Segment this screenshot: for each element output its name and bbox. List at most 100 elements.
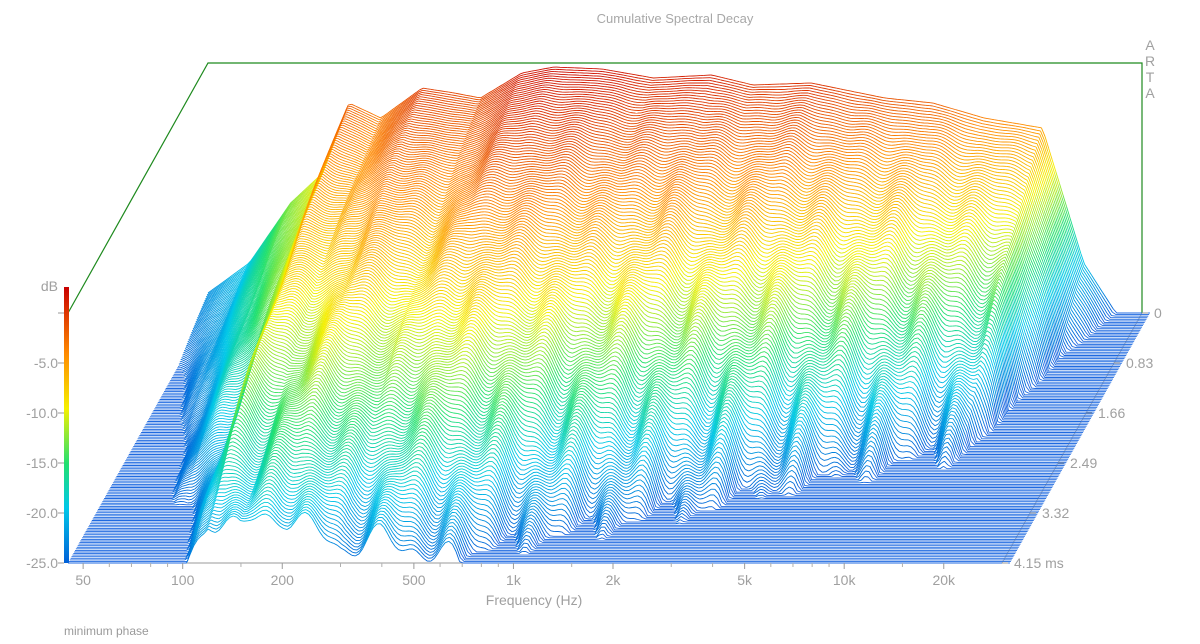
decay-slice bbox=[1069, 241, 1075, 254]
decay-slice bbox=[441, 118, 446, 121]
decay-slice bbox=[366, 128, 371, 132]
decay-slice bbox=[723, 114, 728, 117]
decay-slice bbox=[1073, 230, 1078, 243]
decay-slice bbox=[843, 151, 855, 154]
decay-slice bbox=[780, 132, 785, 135]
decay-slice bbox=[945, 167, 950, 172]
decay-slice bbox=[468, 125, 473, 129]
decay-slice bbox=[1091, 275, 1096, 282]
decay-slice bbox=[729, 86, 734, 89]
decay-slice bbox=[455, 142, 459, 144]
decay-slice bbox=[1021, 169, 1026, 173]
decay-slice bbox=[658, 122, 662, 125]
decay-slice bbox=[543, 111, 548, 114]
decay-slice bbox=[463, 121, 467, 124]
decay-slice bbox=[805, 99, 810, 102]
decay-slice bbox=[504, 91, 509, 95]
decay-slice bbox=[340, 129, 345, 132]
decay-slice bbox=[406, 100, 411, 104]
decay-slice bbox=[585, 115, 590, 119]
decay-slice bbox=[933, 149, 938, 152]
decay-slice bbox=[293, 208, 298, 213]
decay-slice bbox=[1070, 262, 1076, 275]
decay-slice bbox=[616, 93, 621, 96]
decay-slice bbox=[402, 103, 407, 107]
decay-slice bbox=[596, 119, 600, 121]
decay-slice bbox=[673, 90, 681, 92]
decay-slice bbox=[963, 148, 971, 151]
decay-slice bbox=[1084, 297, 1089, 304]
decay-slice bbox=[335, 142, 340, 146]
decay-slice bbox=[623, 109, 627, 112]
decay-slice bbox=[863, 143, 868, 146]
decay-slice bbox=[454, 97, 458, 99]
decay-slice bbox=[1024, 159, 1029, 163]
decay-slice bbox=[941, 164, 946, 168]
decay-slice bbox=[1028, 158, 1033, 161]
decay-slice bbox=[881, 153, 886, 156]
decay-slice bbox=[538, 102, 543, 105]
decay-slice bbox=[872, 95, 877, 97]
decay-slice bbox=[623, 74, 628, 77]
decay-slice bbox=[480, 118, 485, 122]
decay-slice bbox=[467, 120, 472, 122]
decay-slice bbox=[784, 108, 789, 111]
decay-slice bbox=[779, 125, 784, 128]
decay-slice bbox=[1029, 192, 1035, 205]
decay-slice bbox=[883, 97, 887, 99]
decay-slice bbox=[808, 101, 813, 104]
decay-slice bbox=[879, 144, 884, 148]
decay-slice bbox=[466, 113, 471, 115]
decay-slice bbox=[621, 126, 626, 129]
decay-slice bbox=[1074, 250, 1079, 263]
decay-slice bbox=[606, 123, 610, 126]
decay-slice bbox=[581, 105, 586, 107]
decay-slice bbox=[974, 137, 978, 139]
decay-slice bbox=[512, 77, 517, 81]
decay-slice bbox=[433, 129, 438, 131]
decay-slice bbox=[435, 124, 440, 127]
decay-slice bbox=[842, 118, 846, 121]
decay-slice bbox=[840, 136, 845, 139]
decay-slice bbox=[720, 111, 725, 113]
decay-slice bbox=[613, 82, 617, 85]
decay-slice bbox=[349, 107, 354, 111]
decay-slice bbox=[494, 88, 499, 92]
decay-slice bbox=[350, 125, 355, 129]
decay-slice bbox=[871, 130, 876, 134]
decay-slice bbox=[884, 143, 889, 146]
decay-slice bbox=[637, 121, 642, 124]
decay-slice bbox=[826, 105, 831, 108]
decay-slice bbox=[401, 134, 406, 136]
decay-slice bbox=[436, 131, 441, 134]
decay-slice bbox=[613, 72, 617, 75]
decay-slice bbox=[1069, 336, 1074, 343]
decay-slice bbox=[696, 95, 704, 97]
decay-slice bbox=[921, 119, 929, 121]
decay-slice bbox=[341, 118, 346, 121]
decay-slice bbox=[363, 126, 368, 130]
decay-slice bbox=[382, 122, 387, 127]
decay-slice bbox=[830, 94, 835, 97]
decay-slice bbox=[855, 100, 860, 103]
decay-slice bbox=[465, 134, 469, 138]
decay-slice bbox=[625, 102, 630, 105]
decay-slice bbox=[531, 112, 536, 115]
decay-slice bbox=[377, 121, 382, 125]
decay-slice bbox=[413, 121, 418, 124]
decay-slice bbox=[1004, 172, 1009, 174]
decay-slice bbox=[1051, 231, 1056, 244]
decay-slice bbox=[639, 125, 644, 128]
decay-slice bbox=[1065, 305, 1071, 317]
decay-slice bbox=[480, 95, 485, 99]
decay-slice bbox=[837, 144, 842, 147]
decay-slice bbox=[511, 87, 516, 90]
colorbar-gradient bbox=[64, 287, 69, 563]
decay-slice bbox=[604, 106, 608, 109]
decay-slice bbox=[349, 151, 354, 154]
decay-slice bbox=[955, 120, 960, 124]
decay-slice bbox=[351, 113, 356, 117]
decay-slice bbox=[1062, 218, 1068, 231]
decay-slice bbox=[642, 75, 647, 78]
decay-slice bbox=[446, 107, 450, 110]
